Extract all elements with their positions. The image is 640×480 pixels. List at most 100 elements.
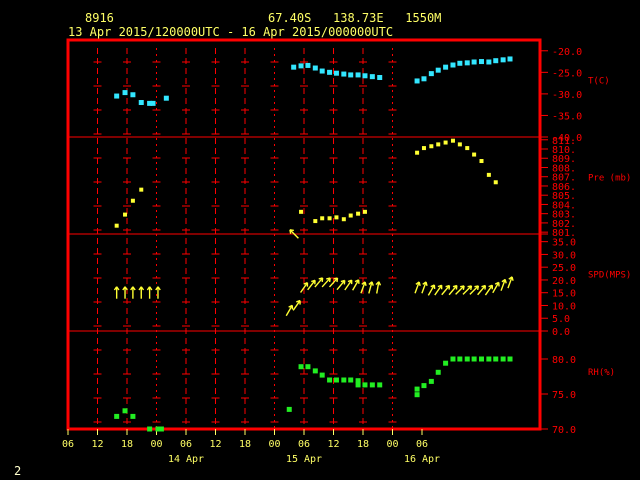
- data-point: [138, 100, 144, 106]
- y-axis-label: SPD(MPS): [588, 271, 631, 281]
- y-tick-label: -35.0: [552, 111, 582, 122]
- data-point: [443, 64, 449, 70]
- data-point: [319, 68, 325, 74]
- wind-barb-head: [494, 281, 500, 285]
- data-point: [348, 72, 354, 78]
- data-point: [478, 356, 484, 362]
- wind-barb-head: [326, 277, 331, 280]
- y-tick-label: 804.: [552, 200, 576, 211]
- y-tick-label: 807.: [552, 173, 576, 184]
- data-point: [435, 67, 441, 73]
- data-point: [486, 172, 491, 177]
- y-tick-label: 808.: [552, 163, 576, 174]
- wind-barb: [328, 277, 339, 288]
- y-tick-label: 15.0: [552, 289, 576, 300]
- data-point: [334, 215, 339, 220]
- x-tick-label: 06: [416, 439, 428, 450]
- data-point: [472, 152, 477, 157]
- wind-barb: [484, 284, 493, 296]
- wind-barb: [500, 279, 506, 291]
- wind-barb-head: [460, 285, 465, 288]
- y-tick-label: 801.: [552, 228, 576, 239]
- wind-barb-head: [361, 281, 366, 285]
- x-tick-label: 18: [357, 439, 369, 450]
- wind-barb-head: [467, 285, 472, 288]
- y-tick-label: 75.0: [552, 390, 576, 401]
- time-range: 13 Apr 2015/120000UTC - 16 Apr 2015/0000…: [68, 25, 394, 39]
- data-point: [428, 71, 434, 77]
- data-point: [421, 146, 426, 151]
- data-point: [333, 70, 339, 76]
- wind-barb: [344, 279, 353, 291]
- wind-barb-head: [445, 284, 450, 288]
- wind-barb: [299, 282, 309, 293]
- wind-barb-head: [296, 299, 301, 303]
- data-point: [341, 377, 347, 383]
- wind-barb-head: [481, 284, 486, 288]
- wind-barb: [352, 279, 360, 291]
- station-location: 67.40S 138.73E 1550M: [268, 11, 442, 25]
- wind-barb-head: [452, 284, 458, 288]
- data-point: [341, 217, 346, 222]
- wind-barb-head: [375, 281, 380, 286]
- data-point: [457, 356, 463, 362]
- data-point: [319, 372, 325, 378]
- data-point: [130, 413, 136, 419]
- y-tick-label: 35.0: [552, 238, 576, 249]
- data-point: [130, 92, 136, 98]
- data-point: [486, 59, 492, 65]
- wind-barb-head: [146, 286, 151, 291]
- x-tick-label: 12: [327, 439, 339, 450]
- wind-barb-head: [122, 286, 126, 291]
- data-point: [414, 78, 420, 84]
- data-point: [377, 382, 383, 388]
- data-point: [147, 426, 153, 432]
- y-axis-label: RH(%): [588, 368, 615, 378]
- wind-barb: [376, 281, 380, 294]
- data-point: [457, 142, 462, 147]
- wind-barb: [285, 305, 293, 317]
- x-tick-label: 06: [298, 439, 310, 450]
- data-point: [355, 382, 361, 388]
- data-point: [123, 212, 128, 217]
- data-point: [464, 356, 470, 362]
- data-point: [493, 180, 498, 185]
- y-tick-label: 80.0: [552, 355, 576, 366]
- data-point: [500, 356, 506, 362]
- data-point: [122, 408, 128, 414]
- data-point: [421, 76, 427, 82]
- y-axis-label: T(C): [588, 77, 610, 87]
- wind-barb-head: [303, 282, 308, 285]
- x-tick-label: 12: [91, 439, 103, 450]
- wind-barb-head: [113, 286, 118, 291]
- wind-barb: [414, 281, 420, 294]
- x-tick-label: 18: [239, 439, 251, 450]
- wind-barb: [336, 280, 346, 291]
- data-point: [291, 64, 297, 70]
- y-tick-label: 805.: [552, 191, 576, 202]
- x-tick-label: 06: [180, 439, 192, 450]
- data-point: [158, 426, 164, 432]
- y-tick-label: 811.: [552, 136, 576, 147]
- data-point: [327, 69, 333, 75]
- data-point: [298, 63, 304, 69]
- wind-barb-head: [311, 279, 316, 283]
- data-point: [443, 360, 449, 366]
- data-point: [147, 100, 153, 106]
- data-point: [362, 73, 368, 79]
- x-tick-label: 12: [209, 439, 221, 450]
- data-point: [348, 213, 353, 218]
- data-point: [471, 59, 477, 65]
- wind-barb: [462, 285, 472, 295]
- data-point: [155, 426, 161, 432]
- y-tick-label: -30.0: [552, 90, 582, 101]
- data-point: [298, 364, 304, 370]
- data-point: [122, 90, 128, 96]
- data-point: [450, 138, 455, 143]
- wind-barb-head: [415, 281, 420, 285]
- x-tick-label: 00: [268, 439, 280, 450]
- y-tick-label: 70.0: [552, 425, 576, 436]
- wind-barb-head: [333, 277, 338, 280]
- data-point: [114, 223, 119, 228]
